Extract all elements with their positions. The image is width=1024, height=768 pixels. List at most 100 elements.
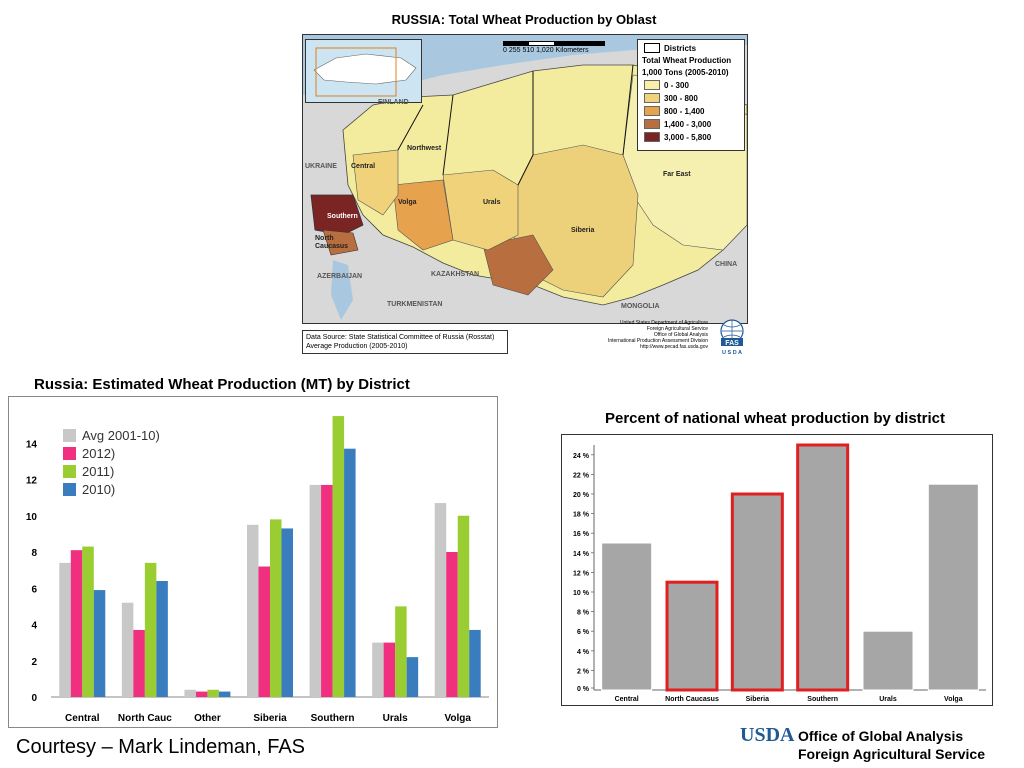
y-tick-label: 2	[31, 657, 37, 668]
legend-label: 2010)	[82, 482, 115, 497]
siberia-dark	[482, 234, 554, 296]
y-tick-label: 16 %	[573, 531, 590, 538]
scale-bar: 0 255 510 1,020 Kilometers	[503, 41, 605, 54]
siberia-label: Siberia	[571, 227, 595, 234]
legend-title-2: 1,000 Tons (2005-2010)	[642, 67, 729, 77]
y-tick-label: 8 %	[577, 610, 590, 617]
legend-item-label: 0 - 300	[664, 80, 689, 90]
bar-central	[70, 550, 83, 697]
north-caucasus-label: North Caucasus	[315, 235, 349, 250]
usda-fas-seal: FAS U S D A	[718, 318, 746, 356]
bar-southern	[321, 484, 333, 697]
x-tick-label: Urals	[879, 696, 897, 703]
x-tick-label: Siberia	[253, 713, 287, 724]
bar-volga	[446, 552, 458, 697]
bar-siberia	[730, 492, 784, 692]
map-title: RUSSIA: Total Wheat Production by Oblast	[391, 12, 657, 27]
y-tick-label: 14 %	[573, 551, 590, 558]
volga-region	[392, 179, 454, 251]
bar-southern	[309, 484, 322, 697]
legend-swatch	[63, 447, 76, 460]
bar-central	[82, 546, 94, 697]
percent-bar-chart: 0 % 2 % 4 % 6 % 8 % 10 % 12 % 14 % 16 % 18 % 20 % 2…	[561, 434, 993, 706]
southern-region	[310, 194, 364, 236]
district-boundaries	[397, 64, 634, 186]
y-tick-label: 8	[31, 548, 37, 559]
y-tick-label: 12 %	[573, 570, 590, 577]
central-label: Central	[351, 163, 376, 170]
y-tick-label: 4 %	[577, 649, 590, 656]
bar-central	[59, 562, 71, 697]
legend-item: 0 - 300	[644, 80, 689, 90]
russia-map: 0 255 510 1,020 Kilometers FINLAND UKRAI…	[302, 34, 748, 324]
credit-line: United States Department of Agriculture	[619, 320, 708, 326]
usda-credit-block: United States Department of Agriculture …	[590, 320, 708, 350]
legend-item: 1,400 - 3,000	[644, 119, 711, 129]
legend-swatch	[644, 119, 660, 129]
data-source-box: Data Source: State Statistical Committee…	[302, 330, 508, 354]
y-tick-label: 12	[26, 476, 38, 487]
urals-label: Urals	[483, 199, 501, 206]
map-legend: Districts Total Wheat Production 1,000 T…	[637, 39, 745, 151]
bar-north-cauc	[121, 602, 134, 697]
globe-icon: FAS U S D A	[720, 319, 744, 356]
bar-volga	[457, 515, 470, 697]
credit-line: Foreign Agricultural Service	[646, 326, 708, 332]
legend-item-label: 300 - 800	[664, 93, 698, 103]
legend-item: 300 - 800	[644, 93, 698, 103]
y-tick-label: 18 %	[573, 512, 590, 519]
legend-swatch	[63, 465, 76, 478]
legend-item-label: 800 - 1,400	[664, 106, 705, 116]
legend-item: 800 - 1,400	[644, 106, 704, 116]
seal-usda-text: U S D A	[722, 350, 742, 356]
x-tick-label: Siberia	[746, 696, 769, 703]
turkmenistan-label: TURKMENISTAN	[387, 301, 443, 308]
bar-volga	[927, 483, 979, 691]
x-tick-label: North Caucasus	[665, 696, 719, 703]
x-tick-label: Central	[615, 696, 639, 703]
bar-central	[601, 542, 653, 691]
bar-southern	[344, 448, 356, 697]
central-region	[352, 149, 399, 216]
bar-siberia	[281, 528, 293, 697]
finland-label: FINLAND	[378, 99, 409, 106]
y-tick-label: 2 %	[577, 668, 590, 675]
bar-north-cauc	[156, 581, 168, 697]
volga-label: Volga	[398, 199, 417, 206]
azerbaijan-label: AZERBAIJAN	[317, 273, 363, 280]
legend-swatch	[644, 93, 660, 103]
legend-swatch	[644, 80, 660, 90]
y-tick-label: 14	[26, 439, 38, 450]
scale-label: 0 255 510 1,020 Kilometers	[503, 47, 589, 54]
bar-north-cauc	[144, 562, 157, 697]
bar-north-caucasus	[665, 580, 719, 692]
legend-item: 3,000 - 5,800	[644, 132, 711, 142]
bar-central	[93, 590, 106, 697]
data-source-line-2: Average Production (2005-2010)	[306, 343, 408, 350]
bar-urals	[406, 657, 419, 697]
legend-title-1: Total Wheat Production	[642, 55, 732, 65]
legend-districts-label: Districts	[664, 43, 697, 53]
y-tick-label: 6	[31, 584, 37, 595]
bar-other	[195, 691, 208, 697]
bar-siberia	[270, 519, 282, 697]
x-tick-label: North Cauc	[118, 713, 172, 724]
production-bar-chart: 0 2 4 6 8 10 12 14 Central North Cauc Other Siberia…	[8, 396, 498, 728]
x-tick-label: Other	[194, 713, 221, 724]
legend-item-label: 3,000 - 5,800	[664, 132, 712, 142]
credit-line: Office of Global Analysis	[653, 332, 708, 338]
production-chart-svg: 0 2 4 6 8 10 12 14 Central North Cauc Other Siberia…	[26, 416, 489, 724]
southern-label: Southern	[327, 213, 358, 220]
usda-logo-text: USDA	[740, 724, 795, 746]
bar-north-cauc	[133, 629, 145, 697]
china-label: CHINA	[715, 261, 738, 268]
legend-swatch	[644, 132, 660, 142]
legend-label: 2012)	[82, 446, 115, 461]
production-chart-title: Russia: Estimated Wheat Production (MT) …	[34, 376, 410, 393]
northwest-label: Northwest	[407, 145, 442, 152]
bar-other	[207, 689, 219, 697]
inset-shape	[313, 47, 417, 97]
credit-line: http://www.pecad.fas.usda.gov	[640, 344, 708, 350]
north-caucasus-region	[322, 229, 359, 256]
ukraine-label: UKRAINE	[305, 163, 337, 170]
